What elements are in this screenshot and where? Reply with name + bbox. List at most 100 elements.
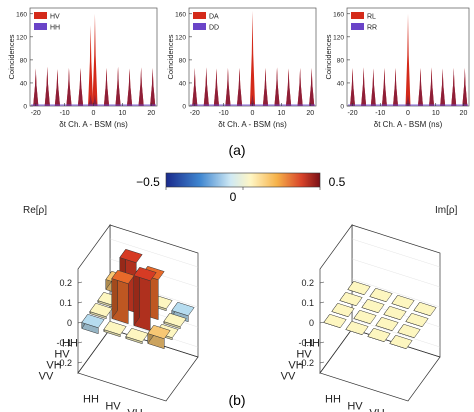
bar-top-face bbox=[389, 334, 413, 350]
bar-top-face bbox=[323, 313, 347, 329]
bar-1-3 bbox=[163, 312, 187, 330]
y-tick-label: 120 bbox=[175, 34, 186, 41]
z-tick-label: -0.1 bbox=[298, 338, 314, 348]
colorbar-gradient bbox=[165, 172, 321, 188]
z-tick bbox=[77, 361, 83, 364]
y-tick-label: 80 bbox=[179, 57, 187, 64]
y-tick-label: 0 bbox=[23, 104, 27, 111]
colorbar: −0.5 0 0.5 bbox=[136, 172, 346, 204]
z-tick-label: 0 bbox=[67, 318, 72, 328]
bar-3-3 bbox=[147, 324, 171, 350]
peak-series-2 bbox=[381, 67, 387, 106]
peak-series-2 bbox=[249, 94, 256, 106]
peak-series-2 bbox=[429, 67, 435, 106]
bar-1-0 bbox=[339, 291, 363, 307]
legend-label-2: RR bbox=[367, 25, 377, 32]
y-axis-label: Coincidences bbox=[7, 34, 16, 79]
z-tick-label: -0.2 bbox=[56, 358, 72, 368]
z-grid bbox=[351, 238, 441, 268]
peak-series-1 bbox=[405, 13, 411, 106]
peak-series-2 bbox=[126, 68, 133, 106]
bar-top-face bbox=[133, 266, 157, 282]
peak-series-2 bbox=[138, 67, 144, 106]
bar-3-3 bbox=[389, 334, 413, 350]
peak-series-1 bbox=[249, 10, 256, 106]
z-tick bbox=[77, 341, 83, 344]
peak-series-2 bbox=[405, 94, 411, 106]
bar-top-face bbox=[119, 248, 143, 264]
bar-2-0 bbox=[89, 302, 113, 320]
chart-title: Re[ρ] bbox=[23, 205, 47, 216]
bar-3-1 bbox=[345, 320, 369, 336]
re-rho-chart: 0.20.10-0.1-0.2Re[ρ]HHHVVHVVHHHVVHVV bbox=[23, 205, 199, 412]
bar-1-1 bbox=[361, 298, 385, 314]
x-tick-label: 0 bbox=[92, 110, 96, 117]
z-tick bbox=[319, 301, 325, 304]
y-tick-label: 160 bbox=[333, 11, 344, 18]
z-tick bbox=[319, 341, 325, 344]
peak-series-2 bbox=[440, 68, 446, 106]
y-tick-label: 120 bbox=[333, 34, 344, 41]
row-label: HH bbox=[62, 338, 78, 350]
x-tick-label: -10 bbox=[219, 110, 229, 117]
bar-top-face bbox=[369, 287, 393, 303]
row-label: VV bbox=[39, 371, 54, 383]
y-axis-label: Coincidences bbox=[324, 34, 333, 79]
bar-3-2 bbox=[367, 327, 391, 343]
z-grid bbox=[109, 238, 199, 268]
legend-swatch-1 bbox=[193, 12, 206, 19]
z-tick bbox=[77, 301, 83, 304]
peak-series-2 bbox=[370, 68, 376, 106]
y-tick-label: 0 bbox=[340, 104, 344, 111]
peak-series-2 bbox=[285, 68, 292, 106]
legend: HV HH bbox=[34, 12, 60, 32]
peak-series-2 bbox=[103, 67, 110, 106]
histogram-3: -20 -10 0 10 20 0 40 80 120 160 δt Ch. A - BSM (ns… bbox=[324, 7, 470, 129]
y-tick-label: 0 bbox=[182, 104, 186, 111]
bar-top-face bbox=[413, 301, 437, 317]
peak-series-2 bbox=[262, 67, 269, 106]
z-tick bbox=[77, 321, 83, 324]
peak-series-2 bbox=[54, 69, 61, 106]
bar-top-face bbox=[125, 327, 149, 343]
bar-top-face bbox=[405, 312, 429, 328]
bar-top-face bbox=[345, 320, 369, 336]
z-tick bbox=[319, 321, 325, 324]
bar-2-3 bbox=[397, 323, 421, 339]
bar-0-0 bbox=[347, 280, 371, 296]
col-label: HV bbox=[347, 401, 363, 412]
bar-1-3 bbox=[405, 312, 429, 328]
peak-series-2 bbox=[44, 66, 50, 106]
bar-3-1 bbox=[103, 320, 127, 338]
bar-top-face bbox=[163, 312, 187, 328]
bar-top-face bbox=[367, 327, 391, 343]
peak-series-2 bbox=[309, 67, 315, 106]
row-label: VV bbox=[281, 371, 296, 383]
y-tick-label: 80 bbox=[337, 57, 345, 64]
bar-top-face bbox=[347, 280, 371, 296]
z-grid bbox=[351, 278, 441, 308]
y-tick-label: 160 bbox=[16, 11, 27, 18]
bar-top-face bbox=[111, 269, 135, 285]
row-label: VH bbox=[46, 360, 61, 372]
x-tick-label: 10 bbox=[277, 110, 285, 117]
colorbar-zero-label: 0 bbox=[230, 190, 237, 204]
peak-series-2 bbox=[33, 68, 39, 106]
density-matrix-panels: 0.20.10-0.1-0.2Re[ρ]HHHVVHVVHHHVVHVV0.20… bbox=[23, 205, 458, 412]
bar-2-1 bbox=[111, 269, 135, 325]
peak-series-2 bbox=[236, 67, 243, 106]
im-rho-chart: 0.20.10-0.1-0.2Im[ρ]HHHVVHVVHHHVVHVV bbox=[281, 205, 458, 412]
legend-label-1: RL bbox=[367, 14, 376, 21]
x-axis-label: δt Ch. A - BSM (ns) bbox=[218, 120, 287, 129]
z-tick bbox=[319, 281, 325, 284]
peak-series-2 bbox=[77, 67, 84, 106]
col-label: HV bbox=[105, 401, 121, 412]
y-tick-label: 40 bbox=[337, 80, 345, 87]
bar-top-face bbox=[361, 298, 385, 314]
histogram-1: -20 -10 0 10 20 0 40 80 120 160 δt Ch. A - BSM (ns… bbox=[7, 7, 158, 129]
x-axis-label: δt Ch. A - BSM (ns) bbox=[59, 120, 128, 129]
bar-top-face bbox=[89, 302, 113, 318]
col-label: HH bbox=[83, 394, 99, 406]
x-tick-label: -10 bbox=[60, 110, 70, 117]
